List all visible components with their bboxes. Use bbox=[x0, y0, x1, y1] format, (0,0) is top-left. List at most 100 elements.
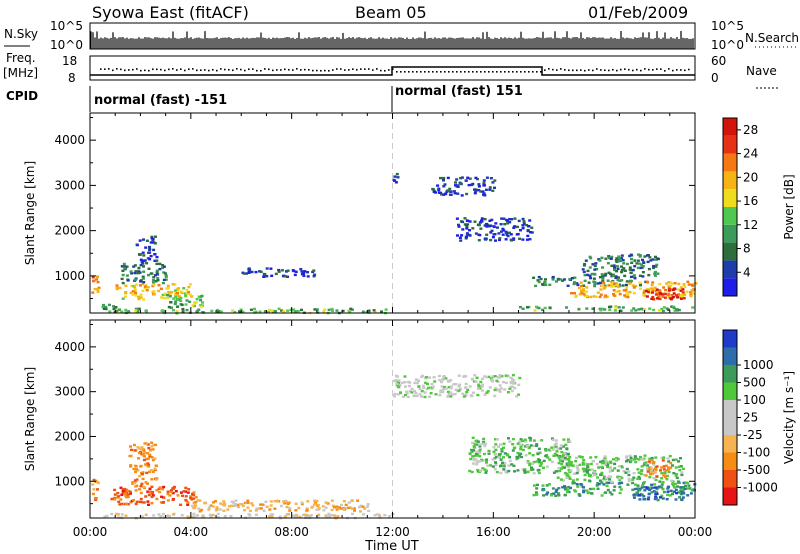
data-cell bbox=[612, 292, 615, 296]
data-cell bbox=[438, 394, 442, 397]
data-cell bbox=[606, 477, 610, 480]
nave-dot bbox=[488, 71, 490, 73]
data-cell bbox=[162, 297, 166, 300]
data-cell bbox=[255, 513, 258, 516]
data-cell bbox=[598, 259, 602, 262]
data-cell bbox=[557, 461, 561, 465]
data-cell bbox=[589, 456, 593, 459]
data-cell bbox=[476, 440, 480, 443]
data-cell bbox=[592, 474, 596, 477]
data-cell bbox=[143, 455, 146, 458]
data-cell bbox=[138, 284, 142, 287]
data-cell bbox=[512, 226, 516, 229]
data-cell bbox=[620, 466, 624, 469]
data-cell bbox=[168, 494, 172, 497]
beam-title: Beam 05 bbox=[355, 3, 427, 22]
data-cell bbox=[620, 268, 624, 272]
nave-dot bbox=[624, 68, 626, 70]
data-cell bbox=[362, 513, 365, 516]
data-cell bbox=[393, 175, 397, 178]
data-cell bbox=[342, 500, 346, 503]
data-cell bbox=[589, 474, 593, 477]
data-cell bbox=[144, 463, 148, 466]
nave-dot bbox=[160, 68, 162, 71]
data-cell bbox=[582, 489, 586, 492]
data-cell bbox=[583, 279, 587, 282]
data-cell bbox=[545, 465, 549, 468]
data-cell bbox=[648, 457, 652, 460]
data-cell bbox=[483, 224, 487, 227]
data-cell bbox=[596, 487, 600, 490]
data-cell bbox=[661, 481, 665, 484]
freq-line bbox=[90, 66, 695, 76]
nave-dot bbox=[644, 68, 646, 70]
data-cell bbox=[174, 300, 178, 303]
data-cell bbox=[112, 307, 116, 311]
nsky-tick-low: 10^0 bbox=[50, 38, 83, 52]
freq-label: Freq. bbox=[6, 51, 36, 65]
y-tick-label: 4000 bbox=[54, 340, 85, 354]
data-cell bbox=[227, 505, 231, 508]
data-cell bbox=[528, 219, 532, 222]
data-cell bbox=[124, 494, 128, 497]
data-cell bbox=[624, 471, 628, 474]
data-cell bbox=[447, 380, 451, 383]
data-cell bbox=[198, 499, 202, 502]
data-cell bbox=[551, 438, 555, 442]
data-cell bbox=[490, 218, 494, 222]
colorbar-tick-label: -500 bbox=[743, 463, 770, 477]
data-cell bbox=[681, 490, 685, 493]
data-cell bbox=[608, 478, 612, 481]
data-cell bbox=[590, 272, 594, 276]
data-cell bbox=[286, 275, 289, 278]
data-cell bbox=[485, 176, 489, 179]
data-cell bbox=[283, 275, 287, 278]
data-cell bbox=[653, 286, 657, 289]
data-cell bbox=[173, 289, 177, 292]
nave-dot bbox=[596, 68, 598, 70]
data-cell bbox=[541, 308, 544, 312]
data-cell bbox=[486, 390, 490, 393]
data-cell bbox=[585, 286, 589, 289]
data-cell bbox=[588, 266, 592, 269]
data-cell bbox=[446, 390, 450, 394]
data-cell bbox=[317, 507, 321, 510]
data-cell bbox=[633, 455, 637, 458]
data-cell bbox=[431, 385, 435, 388]
data-cell bbox=[148, 487, 152, 490]
data-cell bbox=[644, 474, 648, 477]
data-cell bbox=[583, 294, 587, 297]
data-cell bbox=[521, 224, 525, 227]
data-cell bbox=[249, 308, 253, 311]
data-cell bbox=[526, 229, 530, 233]
data-cell bbox=[201, 301, 204, 304]
data-cell bbox=[638, 494, 642, 497]
data-cell bbox=[661, 295, 665, 298]
data-cell bbox=[126, 493, 130, 496]
data-cell bbox=[424, 381, 428, 385]
data-cell bbox=[394, 378, 398, 382]
data-cell bbox=[685, 290, 689, 293]
data-cell bbox=[414, 392, 418, 395]
data-cell bbox=[554, 490, 558, 493]
data-cell bbox=[478, 233, 482, 237]
data-cell bbox=[625, 280, 629, 283]
data-cell bbox=[567, 485, 571, 489]
data-cell bbox=[483, 194, 487, 197]
data-cell bbox=[491, 189, 495, 192]
data-cell bbox=[526, 470, 530, 473]
data-cell bbox=[548, 306, 552, 309]
data-cell bbox=[576, 485, 580, 488]
data-cell bbox=[649, 470, 653, 474]
data-cell bbox=[595, 484, 599, 487]
data-cell bbox=[643, 462, 646, 465]
data-cell bbox=[621, 259, 625, 262]
data-cell bbox=[486, 464, 490, 467]
data-cell bbox=[335, 309, 339, 312]
data-cell bbox=[171, 491, 175, 495]
data-cell bbox=[637, 458, 641, 461]
data-cell bbox=[145, 310, 148, 313]
